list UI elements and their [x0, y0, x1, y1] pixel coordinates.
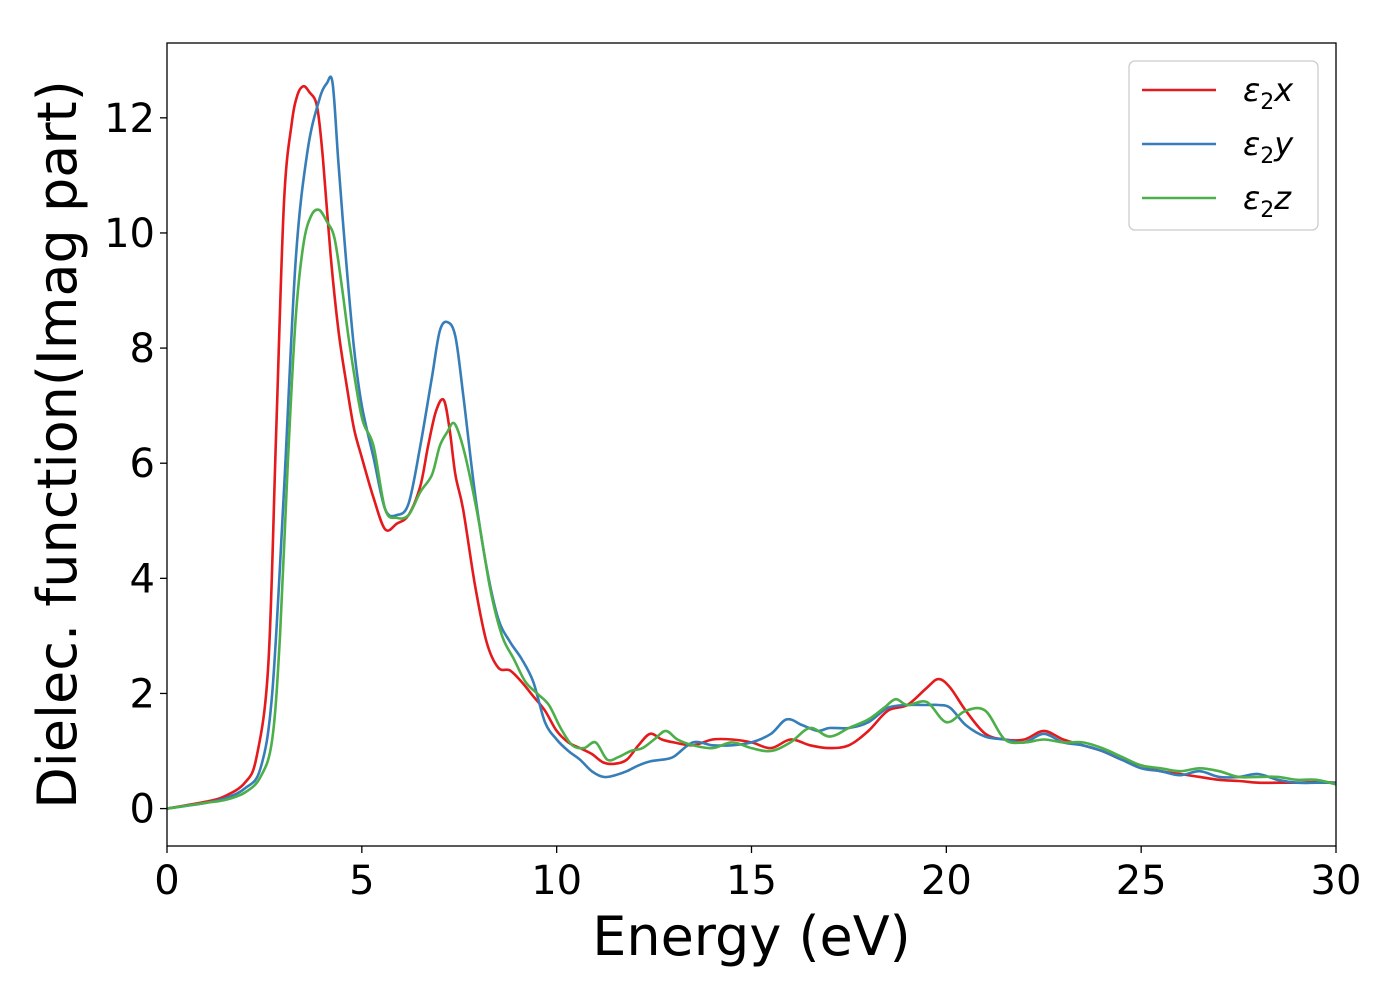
legend-label-z: ε2z	[1243, 179, 1292, 223]
y-tick-label: 12	[104, 96, 155, 142]
legend: ε2x ε2y ε2z	[1128, 60, 1319, 231]
x-tick-label: 10	[531, 858, 582, 904]
legend-label-x: ε2x	[1243, 71, 1294, 115]
x-tick-label: 15	[726, 858, 777, 904]
x-axis-title: Energy (eV)	[592, 905, 911, 968]
series-lines	[167, 75, 1336, 810]
y-axis-title: Dielec. function(Imag part)	[26, 80, 89, 809]
y-axis-ticks: 0 2 4 6 8 10 12	[104, 96, 167, 833]
y-tick-label: 0	[130, 787, 155, 833]
x-axis-ticks: 0 5 10 15 20 25 30	[154, 846, 1361, 904]
series-line-z	[167, 208, 1336, 810]
x-tick-label: 30	[1311, 858, 1362, 904]
y-tick-label: 10	[104, 211, 155, 257]
y-tick-label: 8	[130, 326, 155, 372]
legend-box	[1128, 60, 1319, 231]
x-tick-label: 5	[349, 858, 374, 904]
x-tick-label: 0	[154, 858, 179, 904]
y-tick-label: 4	[130, 556, 155, 602]
y-tick-label: 2	[130, 671, 155, 717]
legend-label-y: ε2y	[1243, 125, 1294, 169]
x-tick-label: 20	[921, 858, 972, 904]
x-tick-label: 25	[1116, 858, 1167, 904]
y-tick-label: 6	[130, 441, 155, 487]
